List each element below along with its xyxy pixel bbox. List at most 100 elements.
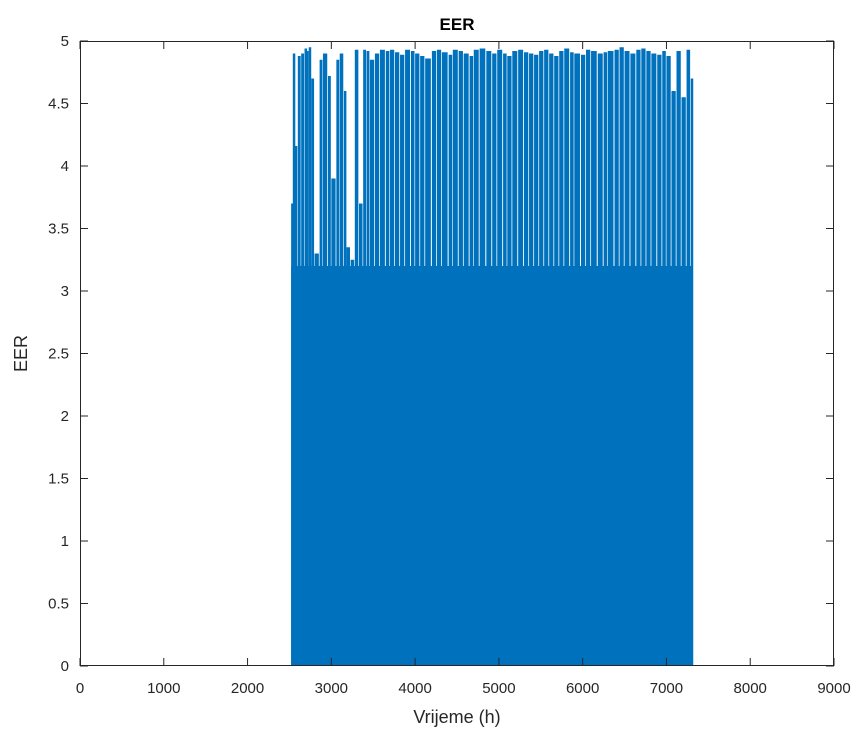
bar: [624, 51, 630, 666]
bar: [339, 53, 344, 666]
bars-layer: [291, 47, 694, 666]
bar: [614, 49, 619, 666]
bar: [559, 51, 564, 666]
x-tick-label: 7000: [650, 680, 683, 697]
bar: [539, 51, 544, 666]
bar: [497, 49, 503, 666]
bar: [564, 48, 570, 666]
bar: [436, 49, 442, 666]
bar: [597, 53, 603, 666]
y-tick-label: 1.5: [48, 471, 69, 488]
bar: [452, 49, 458, 666]
bar: [400, 54, 405, 666]
y-tick-label: 0: [61, 658, 69, 675]
bar: [473, 49, 479, 666]
bar: [603, 52, 608, 666]
bar: [662, 51, 666, 666]
bar: [291, 203, 294, 666]
bar: [636, 49, 641, 666]
bar: [336, 59, 340, 666]
bar: [690, 78, 694, 666]
bar: [686, 49, 691, 666]
bar: [570, 52, 574, 666]
bar: [385, 51, 390, 666]
bar: [503, 53, 507, 666]
bar: [431, 51, 437, 666]
bar: [405, 49, 411, 666]
bar: [641, 48, 646, 666]
y-axis-title: EER: [11, 335, 31, 372]
bar: [343, 91, 347, 666]
bar: [308, 47, 312, 666]
bar: [306, 51, 309, 666]
bar: [327, 76, 331, 666]
y-tick-label: 5: [61, 33, 69, 50]
y-tick-label: 2.5: [48, 346, 69, 363]
bar: [374, 53, 380, 666]
bar: [369, 59, 375, 666]
y-tick-label: 3: [61, 283, 69, 300]
x-tick-label: 4000: [398, 680, 431, 697]
bar: [591, 51, 597, 666]
bar: [292, 53, 296, 666]
bar: [366, 51, 370, 666]
bar: [448, 54, 453, 666]
bar: [469, 56, 474, 666]
x-tick-label: 3000: [315, 680, 348, 697]
bar: [657, 54, 662, 666]
bar: [619, 47, 624, 666]
bar: [379, 49, 385, 666]
bar: [666, 56, 671, 666]
x-tick-label: 2000: [231, 680, 264, 697]
bar: [331, 178, 336, 666]
bar: [492, 53, 497, 666]
bar: [529, 53, 534, 666]
bar: [676, 51, 681, 666]
bar: [479, 48, 486, 666]
bar: [534, 54, 539, 666]
bar: [524, 52, 529, 666]
y-axis: 0 0.5 1 1.5 2 2.5 3 3.5 4 4.5 5: [48, 33, 834, 675]
bar: [420, 56, 425, 666]
y-tick-label: 1: [61, 533, 69, 550]
bar: [630, 53, 636, 666]
bar: [322, 53, 328, 666]
chart-title: EER: [440, 15, 475, 34]
bar: [314, 253, 319, 666]
bar: [544, 49, 549, 666]
y-tick-label: 0.5: [48, 596, 69, 613]
bar: [681, 97, 686, 666]
bar: [350, 259, 355, 666]
bar: [512, 51, 518, 666]
bar: [554, 56, 559, 666]
bar: [651, 53, 657, 666]
y-tick-label: 4: [61, 158, 69, 175]
bar: [549, 53, 554, 666]
bar: [458, 51, 463, 666]
bar: [415, 53, 420, 666]
bar: [425, 58, 431, 666]
bar: [518, 49, 524, 666]
bar: [486, 51, 492, 666]
x-tick-label: 6000: [566, 680, 599, 697]
bar: [311, 78, 315, 666]
bar: [395, 52, 400, 666]
y-tick-label: 2: [61, 408, 69, 425]
bar: [294, 146, 298, 666]
bar: [297, 56, 301, 666]
bar: [607, 51, 614, 666]
y-tick-label: 3.5: [48, 221, 69, 238]
bar: [580, 54, 586, 666]
bar: [346, 247, 350, 666]
x-axis: 0 1000 2000 3000 4000 5000 6000 7000 8000 9000: [76, 41, 851, 697]
bar: [507, 56, 512, 666]
bar: [441, 52, 448, 666]
x-tick-label: 1000: [147, 680, 180, 697]
bar: [463, 53, 469, 666]
bar: [574, 53, 580, 666]
bar: [301, 53, 305, 666]
x-tick-label: 5000: [482, 680, 515, 697]
bar: [586, 49, 591, 666]
